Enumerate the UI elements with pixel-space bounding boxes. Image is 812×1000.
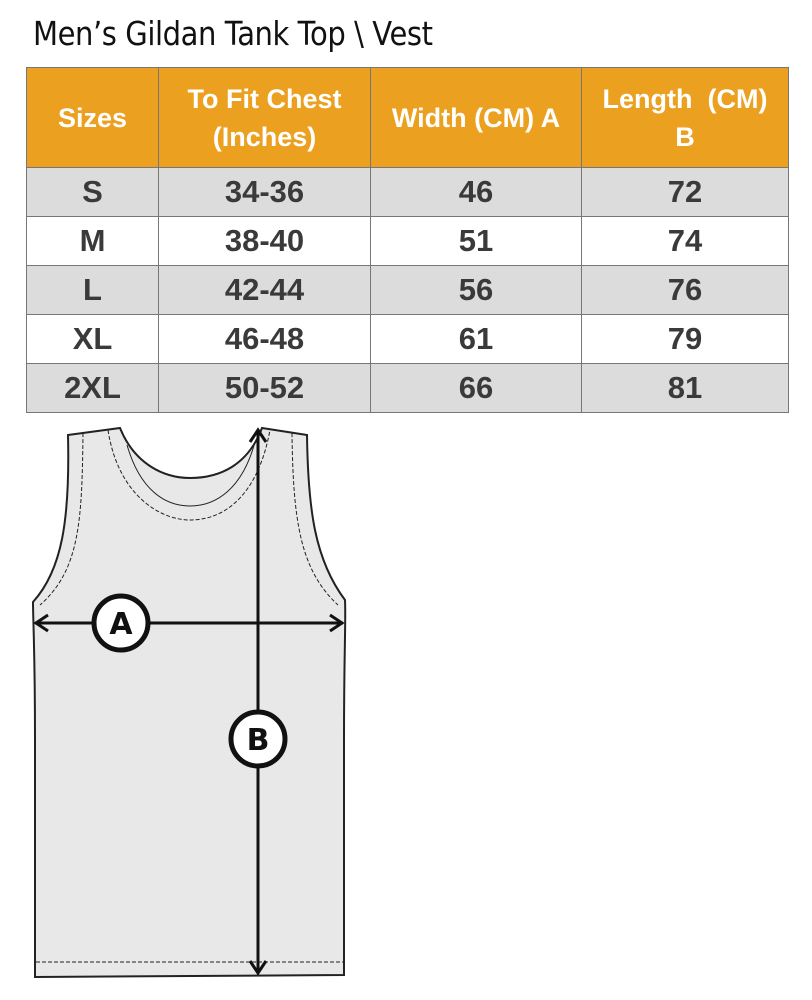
- cell-chest: 50-52: [158, 363, 371, 413]
- cell-size: 2XL: [26, 363, 159, 413]
- cell-length: 72: [581, 167, 789, 217]
- table-row: 2XL 50-52 66 81: [26, 363, 789, 413]
- cell-length: 79: [581, 314, 789, 364]
- cell-chest: 42-44: [158, 265, 371, 315]
- measurement-arrow-b: [248, 427, 268, 976]
- page-title: Men’s Gildan Tank Top \ Vest: [33, 14, 433, 53]
- header-text: Width (CM) A: [391, 102, 561, 133]
- cell-width: 61: [370, 314, 582, 364]
- cell-width: 51: [370, 216, 582, 266]
- table-row: M 38-40 51 74: [26, 216, 789, 266]
- cell-size: XL: [26, 314, 159, 364]
- tank-top-diagram: A B: [31, 426, 347, 979]
- table-row: L 42-44 56 76: [26, 265, 789, 315]
- tank-top-outline: [31, 426, 347, 979]
- table-row: XL 46-48 61 79: [26, 314, 789, 364]
- cell-length: 74: [581, 216, 789, 266]
- cell-length: 76: [581, 265, 789, 315]
- header-text: (Inches): [212, 121, 317, 152]
- table-row: S 34-36 46 72: [26, 167, 789, 217]
- measurement-arrow-a: [33, 613, 345, 633]
- cell-chest: 46-48: [158, 314, 371, 364]
- label-b-circle: B: [228, 709, 288, 769]
- cell-chest: 38-40: [158, 216, 371, 266]
- header-chest: To Fit Chest (Inches): [158, 67, 371, 168]
- header-sizes: Sizes: [26, 67, 159, 168]
- header-text: B: [675, 121, 695, 152]
- label-b: B: [247, 723, 270, 758]
- cell-width: 66: [370, 363, 582, 413]
- header-length: Length (CM) B: [581, 67, 789, 168]
- header-width: Width (CM) A: [370, 67, 582, 168]
- cell-length: 81: [581, 363, 789, 413]
- label-a-circle: A: [91, 593, 151, 653]
- header-text: Length (CM): [602, 83, 768, 114]
- size-chart-table: Sizes To Fit Chest (Inches) Width (CM) A …: [26, 67, 789, 413]
- header-text: To Fit Chest: [187, 83, 342, 114]
- cell-size: S: [26, 167, 159, 217]
- cell-width: 56: [370, 265, 582, 315]
- cell-chest: 34-36: [158, 167, 371, 217]
- cell-size: L: [26, 265, 159, 315]
- cell-width: 46: [370, 167, 582, 217]
- cell-size: M: [26, 216, 159, 266]
- header-text: Sizes: [57, 102, 128, 133]
- label-a: A: [109, 607, 133, 642]
- table-header-row: Sizes To Fit Chest (Inches) Width (CM) A …: [26, 67, 789, 168]
